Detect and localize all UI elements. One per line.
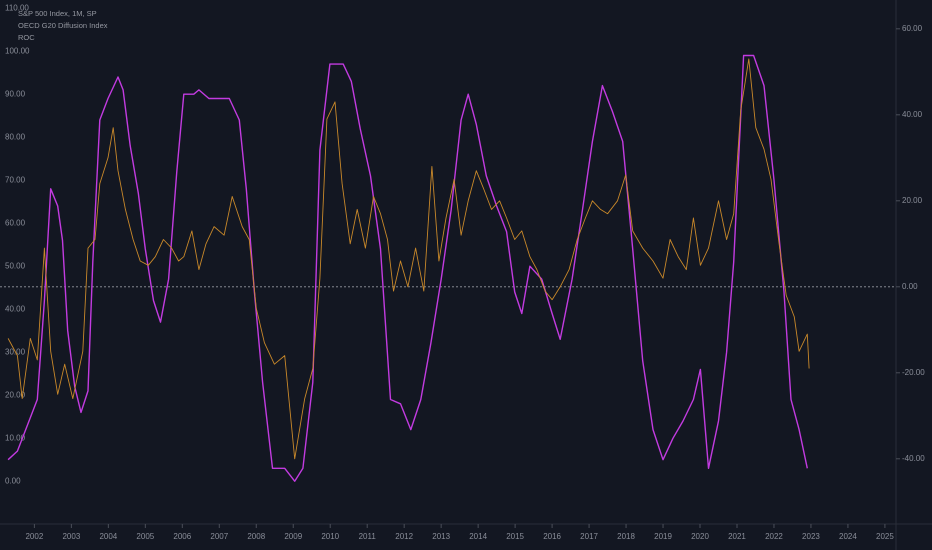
x-tick-label: 2016 [543, 532, 561, 541]
y-tick-label: 100.00 [5, 46, 30, 55]
x-tick-label: 2018 [617, 532, 635, 541]
y2-tick-label: 0.00 [902, 282, 918, 291]
x-tick-label: 2017 [580, 532, 598, 541]
x-tick-label: 2014 [469, 532, 487, 541]
y-tick-label: 60.00 [5, 218, 26, 227]
x-tick-label: 2009 [284, 532, 302, 541]
x-tick-label: 2011 [359, 532, 377, 541]
legend-entry: OECD G20 Diffusion Index [18, 21, 108, 30]
y-tick-label: 70.00 [5, 175, 26, 184]
y2-tick-label: 60.00 [902, 24, 923, 33]
y-tick-label: 50.00 [5, 261, 26, 270]
x-tick-label: 2025 [876, 532, 894, 541]
x-tick-label: 2015 [506, 532, 524, 541]
y2-tick-label: 20.00 [902, 196, 923, 205]
x-tick-label: 2005 [136, 532, 154, 541]
x-tick-label: 2019 [654, 532, 672, 541]
y-tick-label: 40.00 [5, 304, 26, 313]
x-tick-label: 2021 [728, 532, 746, 541]
x-tick-label: 2020 [691, 532, 709, 541]
x-tick-label: 2008 [247, 532, 265, 541]
y2-tick-label: -20.00 [902, 368, 925, 377]
x-tick-label: 2006 [173, 532, 191, 541]
legend-entry: ROC [18, 33, 35, 42]
x-tick-label: 2003 [62, 532, 80, 541]
y2-tick-label: 40.00 [902, 110, 923, 119]
series-line [7, 54, 808, 482]
x-tick-label: 2007 [210, 532, 228, 541]
x-tick-label: 2023 [802, 532, 820, 541]
x-tick-label: 2002 [25, 532, 43, 541]
y2-tick-label: -40.00 [902, 454, 925, 463]
y-tick-label: 80.00 [5, 132, 26, 141]
x-tick-label: 2012 [395, 532, 413, 541]
y-tick-label: 20.00 [5, 390, 26, 399]
x-tick-label: 2013 [432, 532, 450, 541]
y-tick-label: 10.00 [5, 433, 26, 442]
x-tick-label: 2024 [839, 532, 857, 541]
y-tick-label: 110.00 [5, 3, 29, 12]
y-tick-label: 90.00 [5, 89, 26, 98]
x-tick-label: 2022 [765, 532, 783, 541]
series-line [7, 58, 810, 460]
x-tick-label: 2004 [99, 532, 117, 541]
y-tick-label: 0.00 [5, 476, 21, 485]
legend-title: S&P 500 Index, 1M, SP [18, 9, 97, 18]
x-tick-label: 2010 [321, 532, 339, 541]
